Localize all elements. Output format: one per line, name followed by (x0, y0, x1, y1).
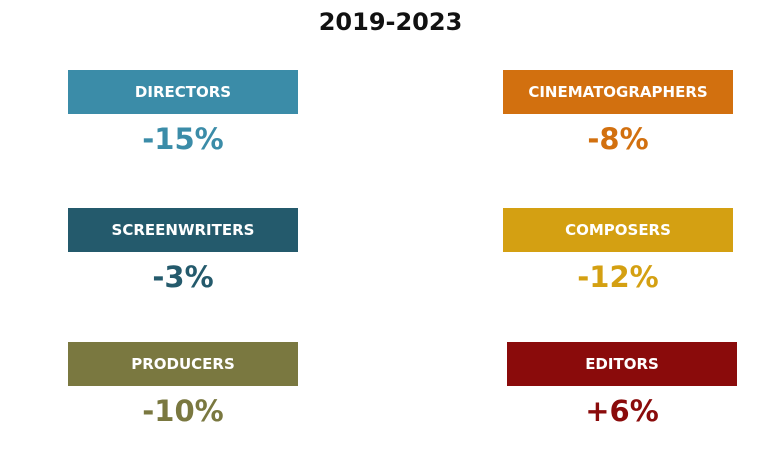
change-value: -12% (577, 260, 659, 294)
title: 2019-2023 (318, 8, 463, 36)
change-value: +6% (585, 394, 659, 428)
change-value: -3% (152, 260, 214, 294)
change-value: -15% (142, 122, 224, 156)
category-label: EDITORS (507, 342, 737, 386)
category-label: DIRECTORS (68, 70, 298, 114)
category-label: SCREENWRITERS (68, 208, 298, 252)
change-value: -10% (142, 394, 224, 428)
change-value: -8% (587, 122, 649, 156)
category-label: CINEMATOGRAPHERS (503, 70, 733, 114)
category-label: COMPOSERS (503, 208, 733, 252)
category-label: PRODUCERS (68, 342, 298, 386)
